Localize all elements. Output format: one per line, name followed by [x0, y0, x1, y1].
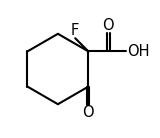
- Text: OH: OH: [127, 44, 150, 59]
- Text: O: O: [83, 105, 94, 120]
- Text: F: F: [71, 22, 79, 38]
- Text: O: O: [103, 18, 114, 33]
